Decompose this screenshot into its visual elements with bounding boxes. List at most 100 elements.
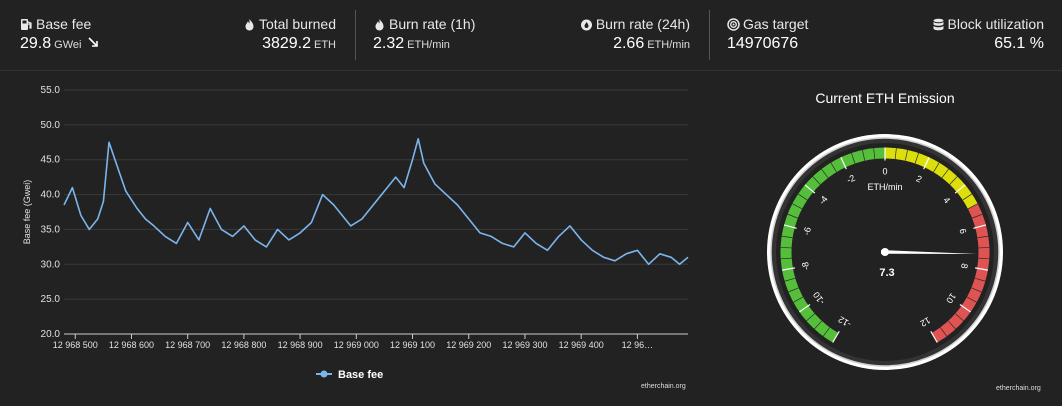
gauge-tick [781,235,793,239]
base-fee-series-line [63,137,689,266]
x-tick-label: 12 968 600 [109,340,154,350]
gauge-tick [788,287,799,293]
fire-icon [373,18,386,31]
stat-total-burned: Total burned 3829.2 ETH [230,16,336,53]
stat-base-fee-label: Base fee [36,16,92,32]
gauge-tick [974,277,986,282]
chart-credit-link[interactable]: etherchain.org [641,383,686,390]
stat-total-burned-unit: ETH [314,39,336,51]
gauge-tick [793,296,804,303]
base-fee-line-chart-svg[interactable]: 55.0 50.0 45.0 40.0 35.0 30.0 25.0 20.012 968 5… [16,78,696,398]
x-tick-label: 12 968 900 [278,340,323,350]
gauge-tick [962,193,973,201]
gauge-tick [862,149,866,161]
gauge-tick [971,287,982,293]
stat-burn-rate-1h-value: 2.32 [373,35,405,52]
y-tick-label: 20.0 [41,329,61,340]
gauge-tick-label: 0 [882,166,887,176]
y-tick-label: 30.0 [41,259,61,270]
gauge-tick [923,157,930,170]
gauge-title: Current ETH Emission [815,90,955,106]
gauge-tick [780,257,792,260]
y-tick-label: 35.0 [41,224,61,235]
gauge-tick [959,303,971,313]
gauge-tick [947,320,956,330]
gauge-tick-label: 8 [959,263,970,270]
stat-burn-rate-1h-label: Burn rate (1h) [389,16,476,32]
gauge-value-label: 7.3 [879,267,894,279]
y-axis-label: Base fee (Gwei) [22,180,32,245]
x-tick-label: 12 969 200 [446,340,491,350]
gauge-tick [783,224,797,229]
x-tick-label: 12 969 400 [559,340,604,350]
x-tick-label: 12 968 500 [53,340,98,350]
gauge-tick [851,152,856,164]
stat-total-burned-label: Total burned [258,16,336,32]
x-tick-label: 12 968 800 [221,340,266,350]
gauge-tick [840,157,847,170]
fire-flame-icon [580,18,593,31]
stat-burn-rate-24h-unit: ETH/min [647,39,690,51]
x-tick-label: 12 96… [622,340,654,350]
stat-gas-target-label: Gas target [743,16,809,32]
gas-pump-icon [20,18,33,31]
y-tick-label: 40.0 [41,190,61,201]
gauge-tick [814,320,823,330]
gauge-tick [972,213,983,219]
legend-label: Base fee [338,369,383,381]
gauge-tick [966,296,977,303]
stat-burn-rate-1h: Burn rate (1h) 2.32 ETH/min [373,16,475,53]
target-icon [727,17,740,31]
x-tick-label: 12 969 300 [502,340,547,350]
gauge-tick-label: 6 [957,227,968,234]
gauge-tick-label: -2 [845,173,856,185]
gauge-tick [781,267,795,271]
stat-total-burned-value: 3829.2 [262,35,311,52]
y-tick-label: 50.0 [41,120,61,131]
stat-burn-rate-24h-label: Burn rate (24h) [595,16,690,32]
gauge-tick [940,327,948,337]
stat-block-utilization: Block utilization 65.1 % [900,16,1044,53]
gauge-tick [822,327,830,337]
gauge-tick [792,203,803,210]
gauge-credit-link[interactable]: etherchain.org [996,385,1041,392]
gauge-tick [894,148,897,160]
gauge-tick [904,149,908,161]
gauge-tick [978,257,990,260]
stat-base-fee-unit: GWei [54,39,82,51]
stat-block-utilization-label: Block utilization [947,16,1045,32]
gauge-tick [975,267,989,271]
y-tick-label: 45.0 [41,155,61,166]
gauge-tick [941,168,949,179]
stat-gas-target: Gas target 14970676 [727,16,808,53]
gauge-tick [954,184,966,194]
gauge-tick [930,330,938,343]
gauge-tick [973,224,987,229]
x-tick-label: 12 969 100 [390,340,435,350]
gauge-tick [812,176,821,185]
y-tick-label: 55.0 [41,85,61,96]
gauge-tick [977,235,989,239]
gauge-tick-label: 2 [915,173,924,184]
gauge-pivot [881,248,889,256]
gauge-unit-label: ETH/min [867,182,902,192]
fire-icon [243,18,256,31]
gauge-tick [967,203,978,210]
arrow-down-right-icon [88,35,99,47]
stats-separator [355,10,356,60]
gauge-tick [784,277,796,282]
gauge-tick [955,313,964,322]
gauge-tick [804,184,816,194]
x-tick-label: 12 969 000 [334,340,379,350]
emission-gauge-panel: Current ETH Emission -12 -10 -8 -6 -4 -2 0 2 4 6 8… [750,80,1050,400]
gauge-tick-label: -8 [800,261,811,271]
stats-separator [709,10,710,60]
gauge-tick [806,313,815,322]
x-tick-label: 12 968 700 [165,340,210,350]
y-tick-label: 25.0 [41,294,61,305]
gauge-tick [933,162,940,173]
gauge-tick [821,168,829,179]
base-fee-chart: 55.0 50.0 45.0 40.0 35.0 30.0 25.0 20.0 12 968 5… [16,78,696,398]
stat-base-fee: Base fee 29.8 GWei [20,16,99,53]
